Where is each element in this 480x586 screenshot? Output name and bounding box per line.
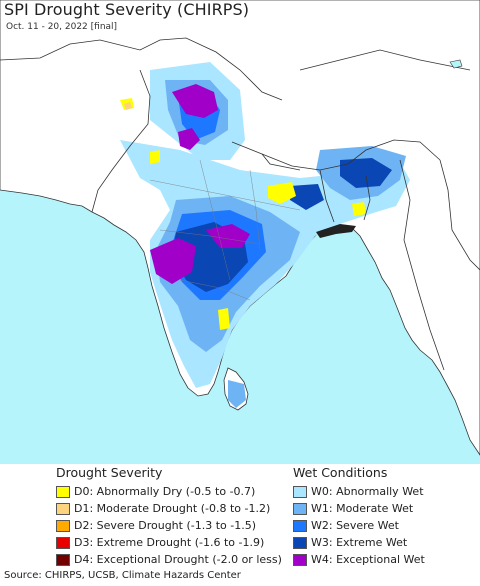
state-boundaries [149, 159, 301, 301]
lake [449, 59, 463, 69]
legend-label-d0: D0: Abnormally Dry (-0.5 to -0.7) [74, 485, 256, 498]
bengal-delta [316, 224, 356, 238]
legend-label-w0: W0: Abnormally Wet [311, 485, 424, 498]
legend-label-w4: W4: Exceptional Wet [311, 553, 425, 566]
legend-label-w2: W2: Severe Wet [311, 519, 399, 532]
swatch-w1 [293, 502, 307, 515]
map-svg [0, 0, 480, 464]
legend-item-w1: W1: Moderate Wet [293, 500, 425, 517]
swatch-d0 [56, 485, 70, 498]
legend-item-d0: D0: Abnormally Dry (-0.5 to -0.7) [56, 483, 282, 500]
source-credit: Source: CHIRPS, UCSB, Climate Hazards Ce… [4, 570, 241, 581]
legend-label-w1: W1: Moderate Wet [311, 502, 414, 515]
dry-patches [120, 98, 366, 330]
wet-patches [120, 62, 410, 408]
legend-item-d3: D3: Extreme Drought (-1.6 to -1.9) [56, 534, 282, 551]
swatch-w3 [293, 536, 307, 549]
legend-label-d4: D4: Exceptional Drought (-2.0 or less) [74, 553, 282, 566]
legend-label-w3: W3: Extreme Wet [311, 536, 408, 549]
drought-legend-heading: Drought Severity [56, 465, 163, 480]
wet-legend: Wet Conditions W0: Abnormally Wet W1: Mo… [293, 464, 425, 568]
swatch-w0 [293, 485, 307, 498]
swatch-w2 [293, 519, 307, 532]
legend-item-d1: D1: Moderate Drought (-0.8 to -1.2) [56, 500, 282, 517]
country-borders [0, 37, 480, 371]
swatch-d2 [56, 519, 70, 532]
drought-legend: Drought Severity D0: Abnormally Dry (-0.… [56, 464, 282, 568]
legend-item-d4: D4: Exceptional Drought (-2.0 or less) [56, 551, 282, 568]
legend-item-d2: D2: Severe Drought (-1.3 to -1.5) [56, 517, 282, 534]
legend-item-w4: W4: Exceptional Wet [293, 551, 425, 568]
legend: Drought Severity D0: Abnormally Dry (-0.… [0, 464, 480, 570]
legend-item-w3: W3: Extreme Wet [293, 534, 425, 551]
swatch-w4 [293, 553, 307, 566]
legend-label-d1: D1: Moderate Drought (-0.8 to -1.2) [74, 502, 271, 515]
swatch-d4 [56, 553, 70, 566]
wet-legend-heading: Wet Conditions [293, 465, 388, 480]
legend-item-w0: W0: Abnormally Wet [293, 483, 425, 500]
legend-label-d2: D2: Severe Drought (-1.3 to -1.5) [74, 519, 257, 532]
swatch-d3 [56, 536, 70, 549]
legend-item-w2: W2: Severe Wet [293, 517, 425, 534]
legend-label-d3: D3: Extreme Drought (-1.6 to -1.9) [74, 536, 265, 549]
drought-map [0, 0, 480, 464]
swatch-d1 [56, 502, 70, 515]
